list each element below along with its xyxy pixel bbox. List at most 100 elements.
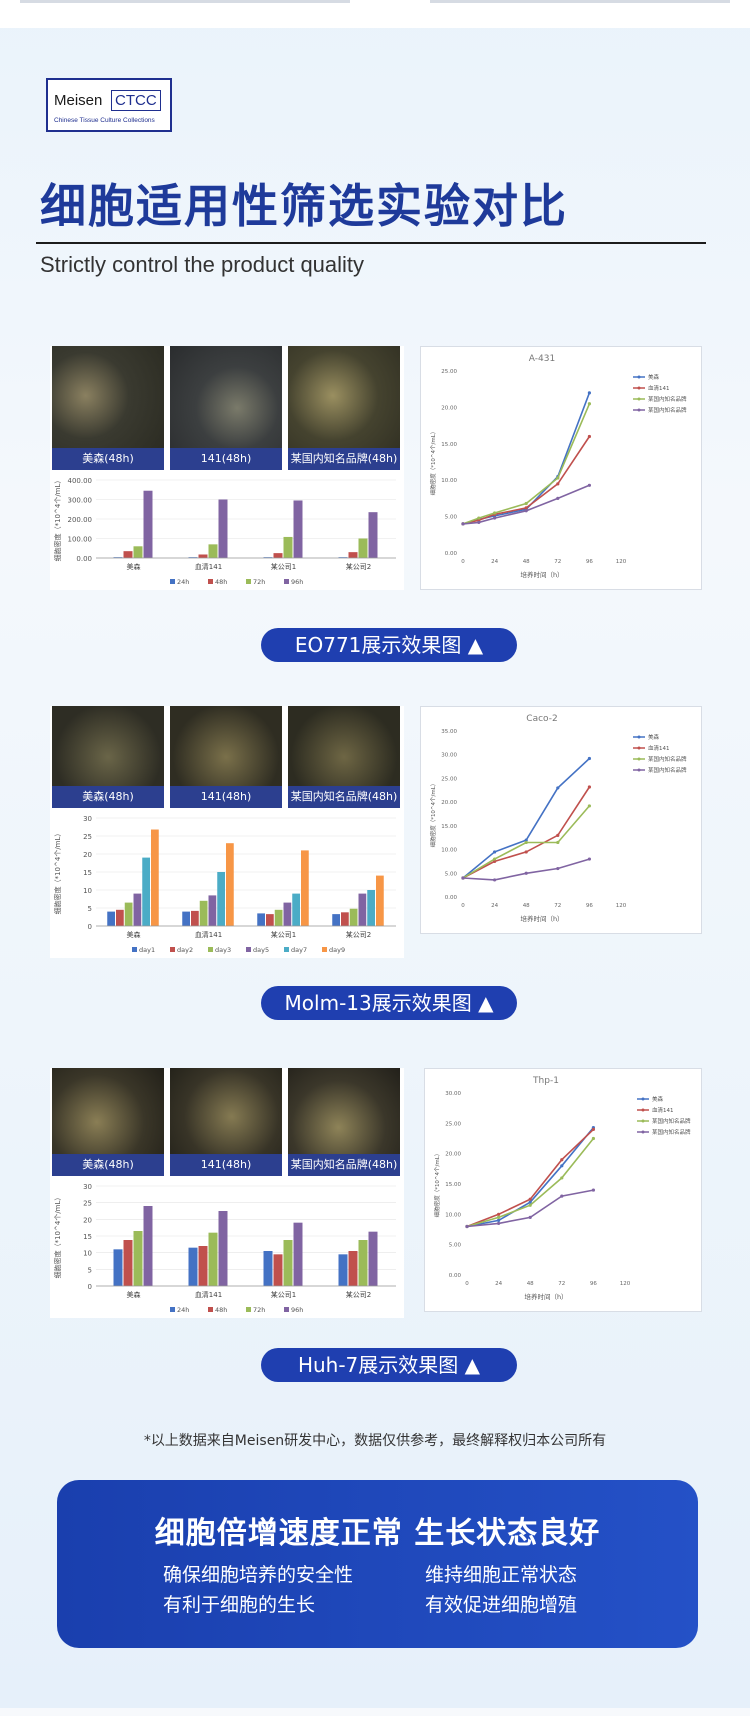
legend-swatch: [208, 579, 213, 584]
legend-label: 血清141: [652, 1106, 674, 1114]
legend-label: 某国内知名品牌: [648, 766, 687, 774]
chart-title: Thp-1: [532, 1076, 559, 1086]
legend-label: 72h: [253, 1306, 265, 1314]
y-axis-label: 细胞密度（*10^4个/mL）: [433, 1151, 441, 1218]
photo-caption: 141(48h): [170, 786, 282, 808]
caco2-line-panel: Caco-2 0.00 5.00 10.00 15.00 20.00 25.00 30.00 3…: [420, 706, 702, 934]
bar: [151, 829, 159, 926]
x-tick-label: 72: [554, 903, 561, 909]
data-point: [528, 1203, 532, 1207]
legend-label: 血清141: [648, 384, 670, 392]
data-point: [560, 1164, 564, 1168]
data-point: [497, 1212, 501, 1216]
page-title: 细胞适用性筛选实验对比: [40, 179, 568, 233]
bar: [301, 850, 309, 926]
thp1-line-chart: Thp-1 0.00 5.00 10.00 15.00 20.00 25.00 30.00 0 2…: [433, 1076, 691, 1301]
y-tick-label: 25.00: [445, 1121, 461, 1127]
eo771-effect-button[interactable]: EO771展示效果图 ▲: [261, 628, 517, 662]
bar: [273, 553, 283, 558]
legend-label: 某国内知名品牌: [648, 406, 687, 414]
data-point: [591, 1188, 595, 1192]
a431-line-chart: A-431 0.00 5.00 10.00 15.00 20.00 25.00 0 24 48 72…: [429, 354, 687, 579]
bar: [358, 1240, 368, 1286]
y-tick-label: 0.00: [445, 895, 458, 901]
x-tick-label: 72: [558, 1281, 565, 1287]
photo-caption: 美森(48h): [52, 448, 164, 470]
data-point: [493, 511, 497, 515]
legend-label: 某国内知名品牌: [652, 1128, 691, 1136]
photo-caption: 某国内知名品牌(48h): [288, 786, 400, 808]
x-tick-label: 某公司2: [346, 563, 371, 571]
series-line: [462, 403, 591, 525]
data-point: [587, 391, 591, 395]
y-tick-label: 10.00: [445, 1212, 461, 1218]
data-point: [524, 850, 528, 854]
bar: [133, 1231, 143, 1286]
x-tick-label: 120: [620, 1281, 631, 1287]
data-point: [556, 482, 560, 486]
y-tick-label: 15.00: [445, 1182, 461, 1188]
legend-label: 某国内知名品牌: [648, 755, 687, 763]
y-tick-label: 30.00: [445, 1091, 461, 1097]
data-point: [528, 1197, 532, 1201]
y-tick-label: 25: [83, 833, 92, 841]
y-tick-label: 100.00: [68, 536, 93, 544]
bar: [358, 893, 367, 926]
x-tick-label: 48: [523, 903, 530, 909]
bar: [133, 893, 142, 926]
x-tick-label: 48: [523, 559, 530, 565]
a431-line-panel: A-431 0.00 5.00 10.00 15.00 20.00 25.00 0 24 48 72…: [420, 346, 702, 590]
huh7-effect-button[interactable]: Huh-7展示效果图 ▲: [261, 1348, 517, 1382]
bar: [332, 914, 340, 926]
x-axis-label: 培养时间（h）: [524, 1292, 567, 1301]
y-tick-label: 0.00: [445, 551, 458, 557]
bar: [226, 843, 234, 926]
legend-marker: [637, 757, 641, 761]
data-point: [560, 1158, 564, 1162]
x-tick-label: 某公司1: [271, 1291, 296, 1299]
bar: [199, 900, 208, 926]
data-point: [461, 876, 465, 880]
caco2-line-chart: Caco-2 0.00 5.00 10.00 15.00 20.00 25.00 30.00 3…: [429, 714, 687, 923]
bar: [368, 1231, 378, 1286]
summary-banner: 细胞倍增速度正常 生长状态良好 确保细胞培养的安全性 维持细胞正常状态 有利于细…: [57, 1480, 698, 1648]
bar: [217, 872, 225, 926]
legend-swatch: [246, 1307, 251, 1312]
logo-main-text: Meisen: [54, 92, 103, 109]
legend-label: day3: [215, 946, 231, 954]
data-point: [560, 1194, 564, 1198]
data-point: [497, 1215, 501, 1219]
legend-label: day5: [253, 946, 269, 954]
bar: [348, 552, 358, 558]
legend-label: 48h: [215, 1306, 227, 1314]
thp1-line-panel: Thp-1 0.00 5.00 10.00 15.00 20.00 25.00 30.00 0 2…: [424, 1068, 702, 1312]
chart-title: Caco-2: [526, 714, 557, 724]
legend-label: day2: [177, 946, 193, 954]
data-point: [587, 804, 591, 808]
bar: [283, 536, 293, 558]
legend-label: 某国内知名品牌: [652, 1117, 691, 1125]
data-point: [524, 506, 528, 510]
legend-swatch: [322, 947, 327, 952]
bar: [338, 1254, 348, 1286]
legend-label: day1: [139, 946, 155, 954]
y-tick-label: 10: [83, 887, 92, 895]
data-point: [556, 786, 560, 790]
cell-photo-meisen: 美森(48h): [52, 1068, 164, 1176]
x-axis-label: 培养时间（h）: [520, 914, 563, 923]
y-tick-label: 5.00: [445, 871, 458, 877]
y-tick-label: 25.00: [441, 776, 457, 782]
banner-item: 维持细胞正常状态: [425, 1564, 578, 1586]
photo-caption: 美森(48h): [52, 1154, 164, 1176]
y-tick-label: 20.00: [441, 405, 457, 411]
cell-photo-meisen: 美森(48h): [52, 706, 164, 808]
data-point: [465, 1224, 469, 1229]
bar: [107, 911, 115, 926]
cell-photo-141: 141(48h): [170, 1068, 282, 1176]
legend-label: 96h: [291, 1306, 303, 1314]
x-tick-label: 120: [616, 903, 627, 909]
y-tick-label: 25.00: [441, 369, 457, 375]
series-line: [466, 1127, 595, 1228]
bar: [367, 890, 375, 926]
molm13-effect-button[interactable]: Molm-13展示效果图 ▲: [261, 986, 517, 1020]
